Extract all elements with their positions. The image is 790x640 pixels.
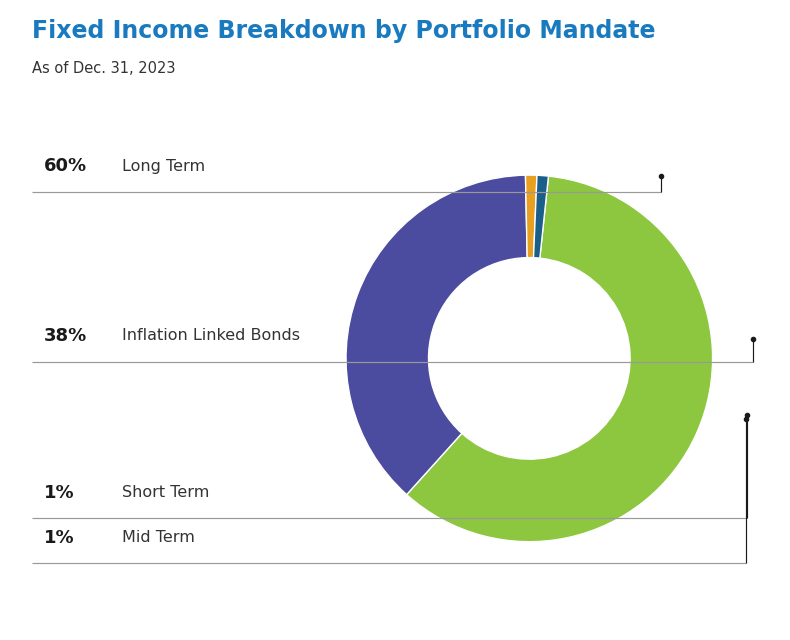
Text: Inflation Linked Bonds: Inflation Linked Bonds	[122, 328, 300, 344]
Text: 60%: 60%	[43, 157, 87, 175]
Wedge shape	[407, 176, 713, 541]
Text: Short Term: Short Term	[122, 485, 210, 500]
Wedge shape	[346, 175, 527, 495]
Text: Fixed Income Breakdown by Portfolio Mandate: Fixed Income Breakdown by Portfolio Mand…	[32, 19, 655, 44]
Text: Long Term: Long Term	[122, 159, 205, 174]
Text: 38%: 38%	[43, 327, 87, 345]
Text: Mid Term: Mid Term	[122, 530, 195, 545]
Wedge shape	[533, 175, 548, 258]
Wedge shape	[525, 175, 537, 258]
Text: 1%: 1%	[43, 484, 74, 502]
Text: 1%: 1%	[43, 529, 74, 547]
Text: As of Dec. 31, 2023: As of Dec. 31, 2023	[32, 61, 175, 76]
